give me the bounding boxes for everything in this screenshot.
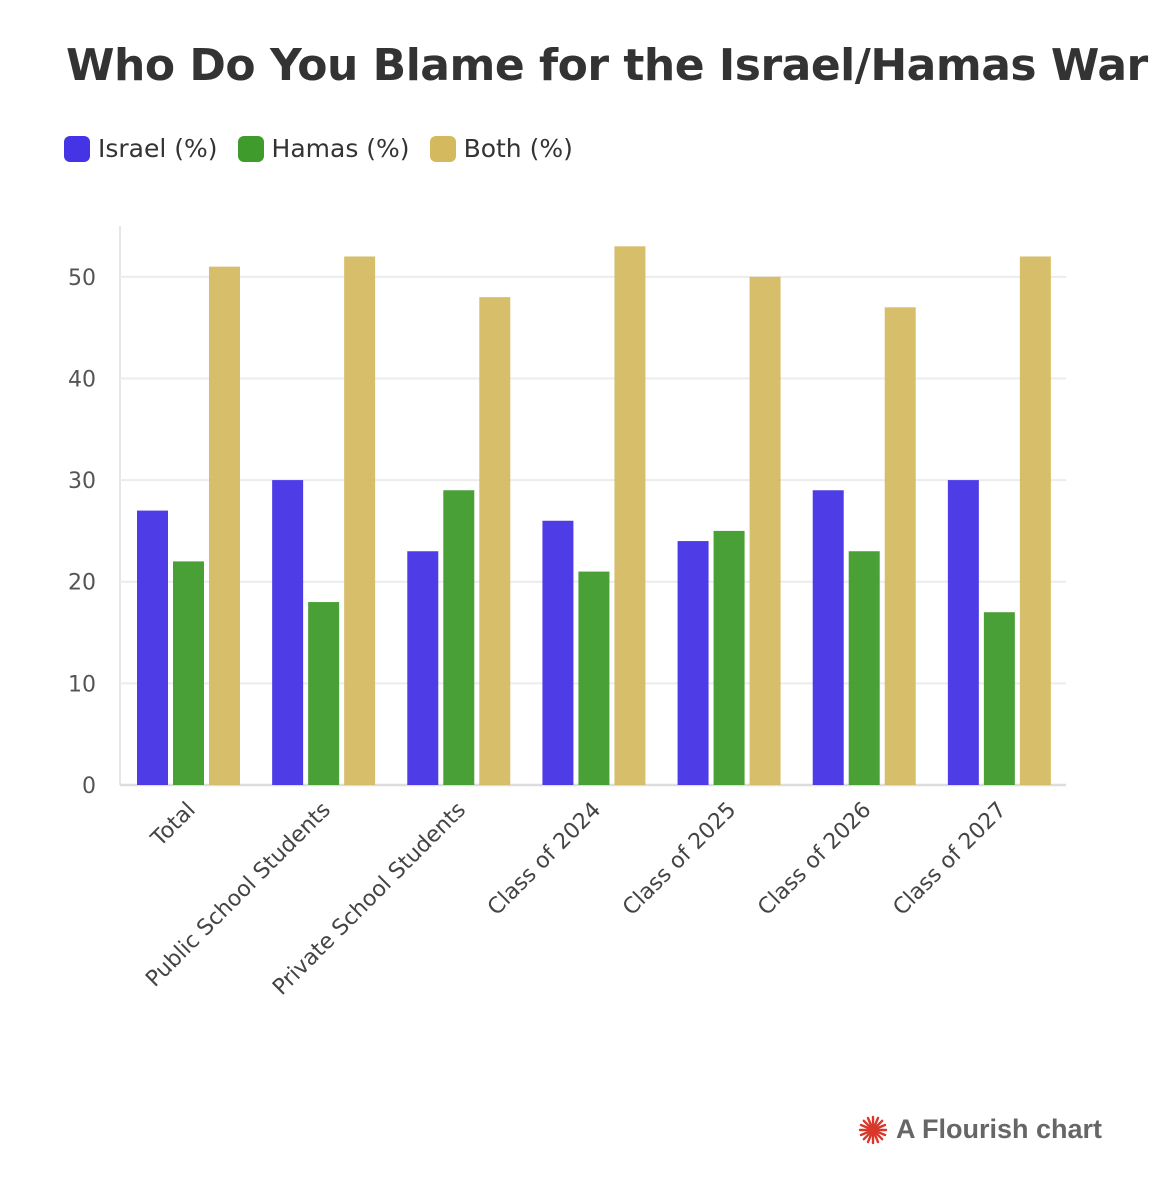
flourish-logo-icon xyxy=(858,1115,888,1145)
flourish-credit[interactable]: A Flourish chart xyxy=(858,1114,1102,1145)
bar-hamas-class-of-2024[interactable] xyxy=(578,571,610,785)
x-tick-label-class-of-2024: Class of 2024 xyxy=(483,798,606,921)
legend-item-both[interactable]: Both (%) xyxy=(429,134,573,163)
bar-israel-total[interactable] xyxy=(137,510,168,785)
legend-item-israel[interactable]: Israel (%) xyxy=(64,134,218,163)
bar-both-class-of-2025[interactable] xyxy=(749,276,781,785)
bar-both-private-school-students[interactable] xyxy=(479,297,511,785)
bar-israel-class-of-2026[interactable] xyxy=(812,490,844,785)
bar-israel-private-school-students[interactable] xyxy=(407,551,439,785)
x-tick-label-class-of-2027: Class of 2027 xyxy=(889,798,1012,921)
legend-swatch-hamas xyxy=(237,135,264,162)
bar-hamas-public-school-students[interactable] xyxy=(308,602,340,785)
bar-both-total[interactable] xyxy=(209,266,240,785)
legend-item-hamas[interactable]: Hamas (%) xyxy=(237,134,410,163)
y-tick-label: 40 xyxy=(68,367,96,392)
bars-layer xyxy=(137,246,1051,785)
bar-hamas-private-school-students[interactable] xyxy=(443,490,475,785)
bar-hamas-class-of-2026[interactable] xyxy=(848,551,880,785)
legend-label-both: Both (%) xyxy=(463,134,573,163)
chart-title: Who Do You Blame for the Israel/Hamas Wa… xyxy=(66,40,1148,91)
x-tick-label-total: Total xyxy=(146,798,201,853)
bar-hamas-class-of-2027[interactable] xyxy=(983,612,1015,785)
x-tick-label-class-of-2025: Class of 2025 xyxy=(618,798,741,921)
y-tick-label: 10 xyxy=(68,672,96,697)
legend-swatch-israel xyxy=(64,135,90,162)
bar-israel-class-of-2024[interactable] xyxy=(542,520,574,785)
bar-both-class-of-2026[interactable] xyxy=(884,307,916,785)
bar-israel-class-of-2025[interactable] xyxy=(677,541,709,785)
y-tick-label: 30 xyxy=(68,469,96,494)
legend: Israel (%) Hamas (%) Both (%) xyxy=(64,134,573,163)
y-tick-label: 0 xyxy=(82,774,96,799)
bar-israel-class-of-2027[interactable] xyxy=(947,480,979,785)
y-tick-label: 50 xyxy=(68,266,96,291)
x-tick-label-class-of-2026: Class of 2026 xyxy=(753,798,876,921)
bar-hamas-total[interactable] xyxy=(173,561,204,785)
bar-both-class-of-2027[interactable] xyxy=(1019,256,1051,785)
legend-label-israel: Israel (%) xyxy=(98,134,218,163)
legend-label-hamas: Hamas (%) xyxy=(271,134,410,163)
bar-both-public-school-students[interactable] xyxy=(344,256,376,785)
y-tick-label: 20 xyxy=(68,571,96,596)
legend-swatch-both xyxy=(429,135,456,162)
flourish-credit-text: A Flourish chart xyxy=(895,1114,1102,1144)
bar-both-class-of-2024[interactable] xyxy=(614,246,646,785)
bar-hamas-class-of-2025[interactable] xyxy=(713,530,745,785)
bar-israel-public-school-students[interactable] xyxy=(272,480,304,785)
